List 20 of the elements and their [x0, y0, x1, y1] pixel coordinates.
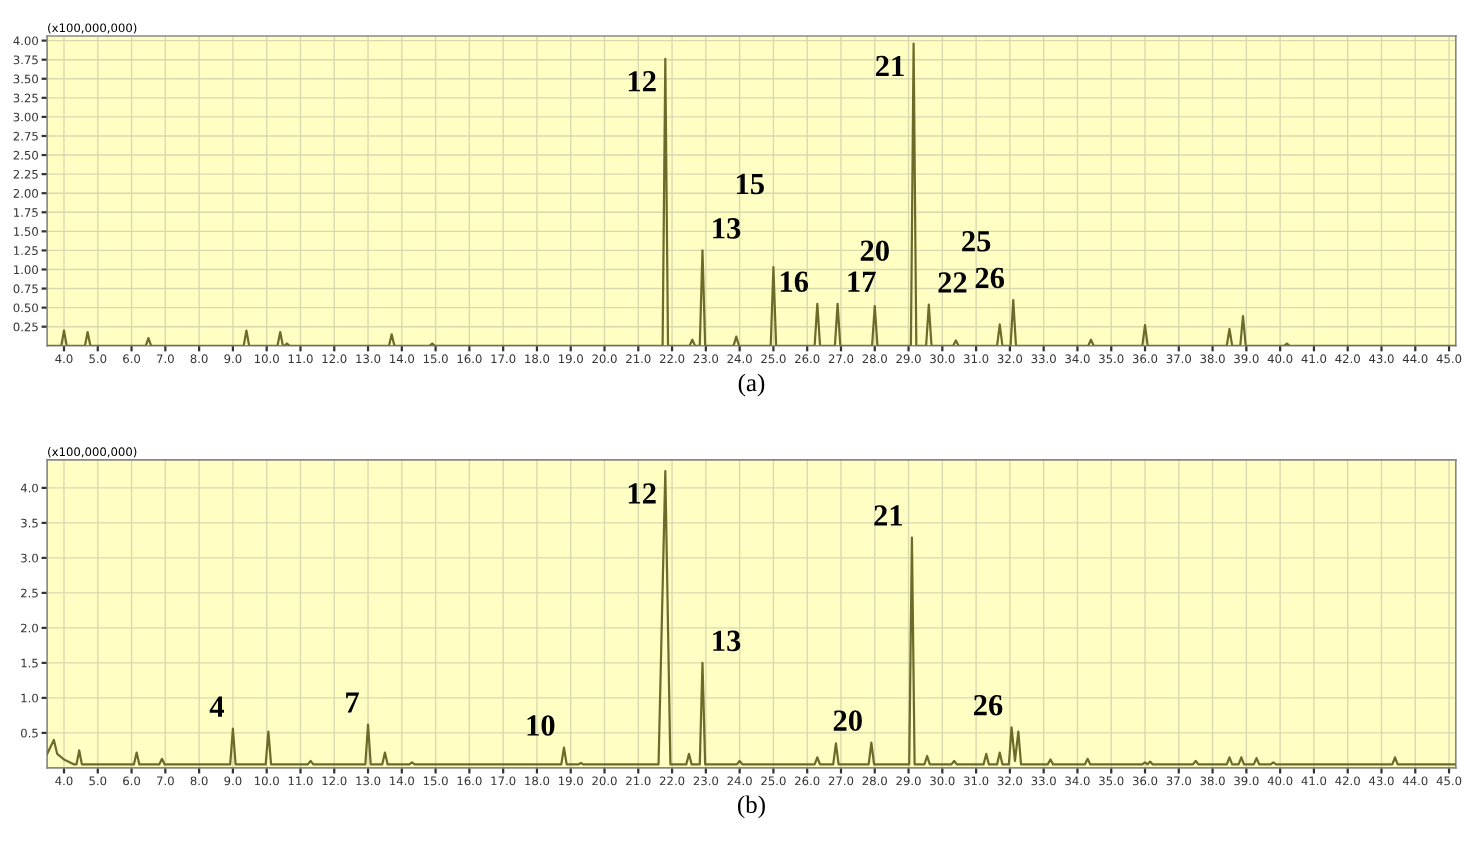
annotation: 12 — [628, 483, 656, 504]
annotation: 20 — [833, 710, 862, 731]
annotation: 7 — [346, 692, 359, 713]
annotation: 10 — [527, 715, 555, 736]
annotation: 16 — [780, 271, 809, 293]
annotation: 12 — [628, 71, 656, 92]
annotation: 26 — [973, 695, 1003, 716]
annotation: 26 — [975, 267, 1005, 289]
annotation: 4 — [209, 696, 224, 717]
annotation: 17 — [848, 271, 876, 292]
annotation: 21 — [876, 55, 904, 77]
annotation: 15 — [736, 173, 764, 195]
text: (a) — [738, 373, 765, 397]
text: (b) — [737, 795, 765, 819]
annotation: 13 — [713, 630, 741, 652]
annotation: 25 — [962, 231, 991, 252]
annotation: 13 — [713, 218, 741, 239]
annotation: 21 — [874, 505, 903, 526]
annotation: 22 — [938, 272, 967, 293]
annotation: 20 — [860, 240, 889, 262]
